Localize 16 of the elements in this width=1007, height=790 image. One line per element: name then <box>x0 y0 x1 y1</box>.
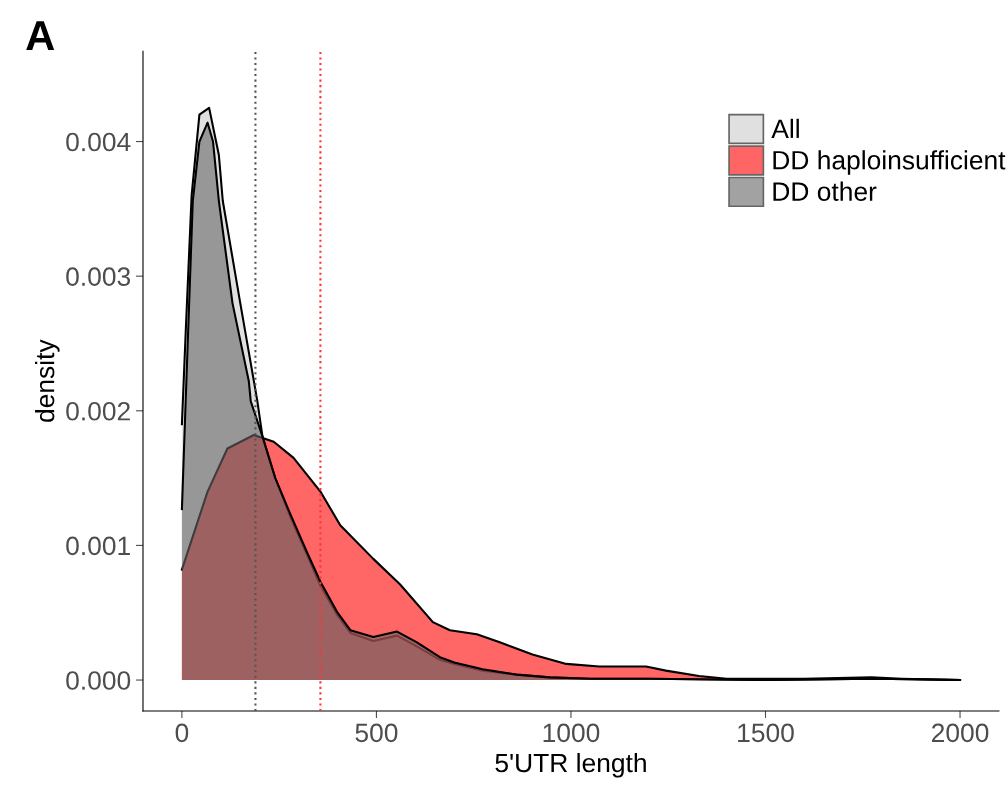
chart-title: A <box>26 21 55 50</box>
x-tick-label: 0 <box>175 723 189 743</box>
y-tick-label: 0.000 <box>66 671 131 690</box>
y-tick-label: 0.004 <box>66 132 131 152</box>
legend-label: DD haploinsufficient <box>773 150 1006 175</box>
y-axis-title: density <box>35 339 60 422</box>
y-tick-label: 0.001 <box>66 536 130 556</box>
x-tick-label: 2000 <box>932 723 989 743</box>
x-axis-title: 5'UTR length <box>495 752 646 778</box>
x-tick-label: 1500 <box>738 723 794 743</box>
y-tick-label: 0.003 <box>66 267 131 286</box>
legend-label: All <box>771 118 799 138</box>
legend-label: DD other <box>773 181 877 201</box>
y-tick-label: 0.002 <box>66 401 130 421</box>
x-tick-label: 1000 <box>543 723 600 743</box>
x-tick-label: 500 <box>355 723 398 743</box>
